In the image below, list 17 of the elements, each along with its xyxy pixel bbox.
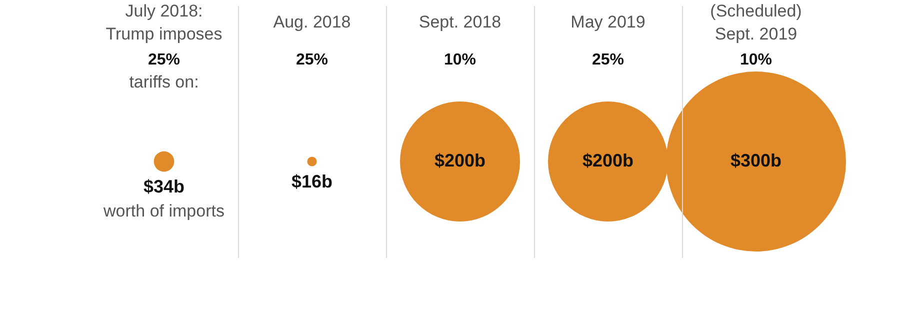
text: 10%: [740, 51, 772, 68]
data-label: $200b: [582, 150, 634, 170]
category-label: Aug. 2018: [273, 12, 351, 32]
text: worth of imports: [102, 201, 224, 220]
data-label: $16b: [291, 171, 333, 192]
category-label: July 2018: Trump imposes: [106, 2, 222, 44]
category-label: May 2019: [570, 12, 646, 32]
category-label: (Scheduled) Sept. 2019: [710, 2, 802, 44]
text: tariffs on:: [129, 72, 199, 92]
category-label: Sept. 2018: [418, 12, 502, 32]
text: 25%: [296, 51, 328, 68]
text: 25%: [148, 51, 180, 68]
data-label: $200b: [434, 150, 486, 170]
data-label: $34b: [143, 176, 185, 197]
text: 25%: [592, 51, 624, 68]
text: 10%: [444, 51, 476, 68]
data-label: $300b: [730, 150, 782, 170]
